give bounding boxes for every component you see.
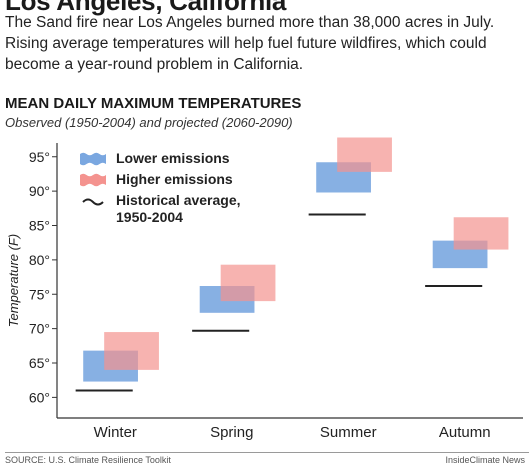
y-tick-label: 70° xyxy=(29,321,50,337)
y-tick-label: 90° xyxy=(29,183,50,199)
chart-title: MEAN DAILY MAXIMUM TEMPERATURES xyxy=(5,95,302,112)
y-tick-label: 65° xyxy=(29,355,50,371)
y-tick-label: 85° xyxy=(29,218,50,234)
legend-label-historical: Historical average, 1950-2004 xyxy=(116,192,241,225)
intro-paragraph: The Sand fire near Los Angeles burned mo… xyxy=(5,14,495,73)
legend-historical-swatch xyxy=(82,198,104,206)
legend-higher-swatch xyxy=(80,173,106,187)
y-tick-label: 60° xyxy=(29,389,50,405)
footer-credit: InsideClimate News xyxy=(445,455,525,465)
y-tick-label: 95° xyxy=(29,149,50,165)
footer-divider xyxy=(5,452,529,453)
x-tick-label: Spring xyxy=(210,424,253,441)
higher-emissions-range xyxy=(104,332,159,370)
chart-subtitle: Observed (1950-2004) and projected (2060… xyxy=(5,115,293,130)
y-tick-label: 75° xyxy=(29,286,50,302)
y-tick-label: 80° xyxy=(29,252,50,268)
higher-emissions-range xyxy=(453,217,509,250)
x-tick-label: Autumn xyxy=(439,424,491,441)
footer-source: SOURCE: U.S. Climate Resilience Toolkit xyxy=(5,455,171,465)
legend: Lower emissions Higher emissions Historica… xyxy=(80,150,241,225)
x-tick-label: Winter xyxy=(94,424,137,441)
y-axis-label: Temperature (F) xyxy=(6,234,21,327)
legend-label-lower: Lower emissions xyxy=(116,150,230,166)
legend-label-higher: Higher emissions xyxy=(116,171,233,187)
x-tick-label: Summer xyxy=(320,424,377,441)
higher-emissions-range xyxy=(220,264,276,302)
headline: Los Angeles, California xyxy=(5,0,287,16)
temperature-chart: Temperature (F) 60° 65° 70° 75° 80° 85° 90° 95° W… xyxy=(6,137,523,441)
higher-emissions-range xyxy=(337,137,392,172)
legend-lower-swatch xyxy=(80,152,106,166)
